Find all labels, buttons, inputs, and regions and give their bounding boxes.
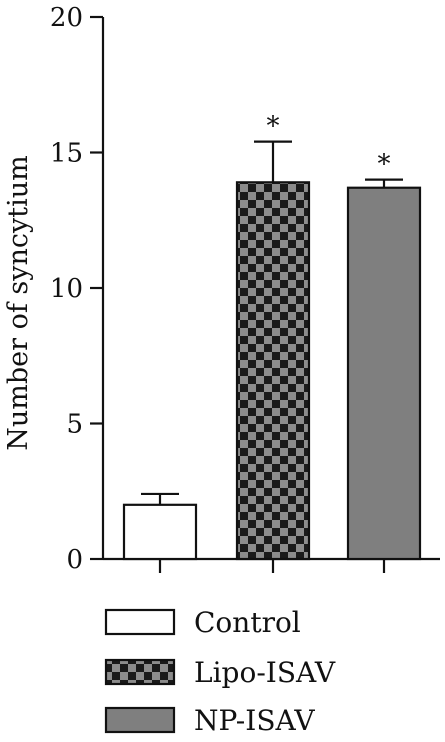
legend-swatch-control <box>104 608 176 636</box>
legend: Control Lipo-ISAV NP-ISAV <box>104 606 336 737</box>
y-tick-label: 20 <box>50 3 83 33</box>
legend-label: Control <box>194 606 301 639</box>
y-tick-label: 0 <box>66 545 83 575</box>
significance-mark: * <box>378 150 391 180</box>
y-axis-ticks: 0 5 10 15 20 <box>50 3 103 575</box>
bars: ** <box>122 112 422 561</box>
legend-swatch-np-isav <box>104 706 176 734</box>
y-tick-label: 5 <box>66 410 83 440</box>
y-axis-label: Number of syncytium <box>3 155 34 451</box>
legend-swatch-lipo-isav <box>104 658 176 686</box>
significance-mark: * <box>267 112 280 142</box>
y-tick-label: 10 <box>50 274 83 304</box>
legend-label: NP-ISAV <box>194 704 315 737</box>
bar-np-isav <box>346 186 422 561</box>
bar-control <box>122 503 198 561</box>
legend-label: Lipo-ISAV <box>194 656 336 689</box>
bar-lipo-isav <box>235 181 311 561</box>
x-axis <box>103 557 440 573</box>
y-tick-label: 15 <box>50 139 83 169</box>
